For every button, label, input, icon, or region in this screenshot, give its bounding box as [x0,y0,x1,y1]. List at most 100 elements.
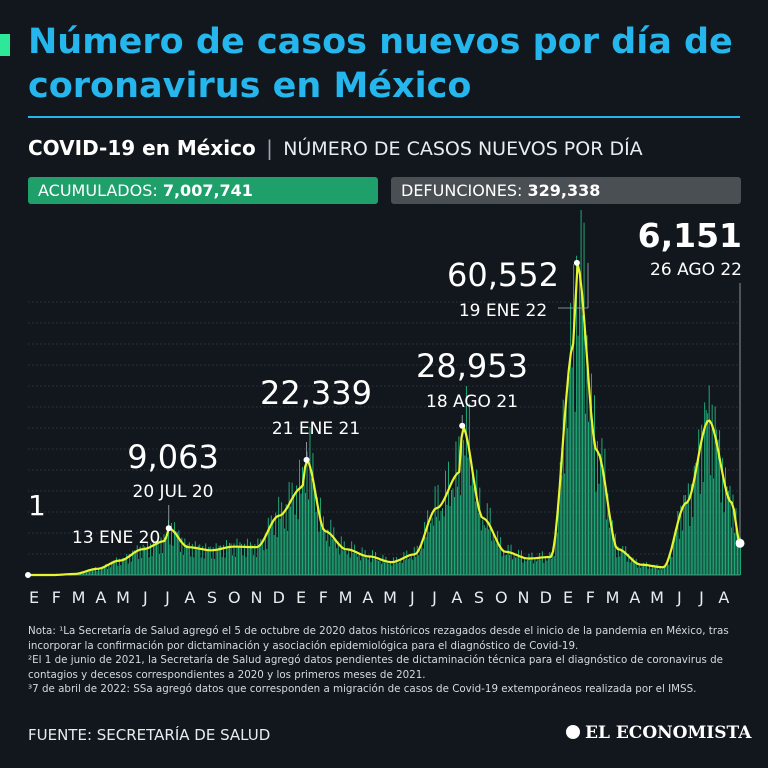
daily-bar [583,222,585,575]
daily-bar [521,550,522,575]
daily-bar [509,554,511,575]
daily-bar [395,557,397,575]
daily-bar [241,543,242,575]
daily-bar [722,458,724,575]
daily-bar [534,557,536,575]
daily-bar [105,563,107,575]
daily-bar [510,544,512,575]
daily-bar [400,559,402,575]
daily-bar [200,557,202,575]
x-tick-label: S [207,588,217,607]
daily-bar [482,519,484,575]
daily-bar [477,512,479,575]
daily-bar [549,552,551,575]
daily-bar [664,565,665,575]
daily-bar [658,569,659,575]
daily-bar [714,406,716,575]
daily-bar [617,546,619,575]
annotation-point [165,525,172,532]
daily-bar [176,532,178,575]
daily-bar [102,566,104,575]
daily-bar [524,557,525,575]
daily-bar [412,559,414,575]
daily-bar [188,542,190,575]
daily-bar [449,506,451,575]
x-tick-label: F [586,588,595,607]
daily-bar [337,541,339,575]
annotation-point [459,422,466,429]
daily-bar [199,544,201,575]
daily-bar [409,557,411,575]
x-tick-label: F [52,588,61,607]
daily-bar [238,546,239,575]
daily-bar [662,566,664,575]
publisher-logo: EL ECONOMISTA [566,723,751,743]
daily-bar [695,462,697,575]
daily-bar [415,556,417,575]
daily-bar [605,519,607,575]
daily-bar [543,562,545,575]
daily-bar [172,545,174,575]
daily-bar [106,568,108,575]
daily-bar [725,467,726,575]
x-tick-label: M [116,588,130,607]
daily-bar [313,486,315,575]
annotation-point [303,456,310,463]
daily-bar [224,557,226,575]
daily-bar [209,546,211,575]
annotation-date: 21 ENE 21 [272,419,360,439]
daily-bar [434,486,436,575]
daily-bar [205,543,207,575]
daily-bar [491,540,493,575]
daily-bar [282,511,284,575]
daily-bar [483,525,485,575]
x-tick-label: M [339,588,353,607]
daily-bar [193,557,195,575]
daily-bar [604,448,606,575]
title-rule [28,116,740,118]
daily-bar [211,558,213,575]
daily-bar [717,439,719,575]
daily-bar [281,502,283,575]
daily-bar [246,538,248,575]
daily-bar [260,539,262,575]
daily-bar [379,558,381,575]
daily-bar [175,530,177,575]
daily-bar [275,512,277,575]
daily-bar [655,566,656,575]
daily-bar [573,264,575,575]
chart-bars [28,210,741,576]
annotation-date: 13 ENE 20 [72,528,160,548]
daily-bar [723,512,725,575]
daily-bar [711,404,713,575]
daily-bar [485,527,487,575]
daily-bar [570,302,572,575]
x-tick-label: S [474,588,484,607]
daily-bar [442,508,443,575]
daily-bar [339,554,341,575]
daily-bar [236,538,238,575]
daily-bar [214,558,216,575]
daily-bar [121,558,123,575]
daily-bar [616,557,618,575]
daily-bar [252,555,254,575]
daily-bar [692,516,694,575]
daily-bar [336,548,338,575]
daily-bar [109,567,111,575]
daily-bar [674,531,676,575]
daily-bar [681,530,683,575]
daily-bar [529,560,531,575]
daily-bar [704,402,706,575]
daily-bar [488,529,490,575]
daily-bar [640,567,642,575]
daily-bar [398,562,400,575]
daily-bar [401,563,403,575]
daily-bar [690,484,692,575]
note-3: ³7 de abril de 2022: SSa agregó datos qu… [28,683,697,695]
daily-bar [124,558,126,575]
deaths-value: 329,338 [527,181,601,200]
daily-bar [217,549,219,575]
daily-bar [367,559,369,575]
daily-bar [389,562,391,575]
daily-bar [196,547,198,575]
